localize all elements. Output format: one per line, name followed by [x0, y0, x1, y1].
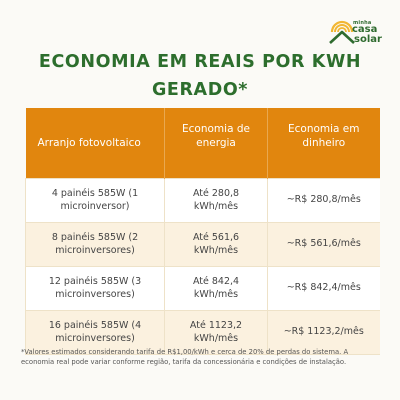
- cell-arrangement: 4 painéis 585W (1 microinversor): [25, 178, 165, 223]
- sun-house-icon: [329, 20, 355, 44]
- logo-text-solar: solar: [354, 34, 382, 45]
- cell-energy: Até 280,8 kWh/mês: [164, 178, 268, 223]
- cell-money: ~R$ 561,6/mês: [267, 222, 380, 267]
- table-header-row: Arranjo fotovoltaico Economia de energia…: [25, 108, 380, 179]
- page-title: ECONOMIA EM REAIS POR KWH GERADO*: [30, 48, 370, 104]
- table-row: 8 painéis 585W (2 microinversores) Até 5…: [25, 222, 380, 267]
- title-line-2: GERADO*: [151, 80, 249, 100]
- cell-energy: Até 1123,2 kWh/mês: [164, 310, 268, 355]
- cell-money: ~R$ 842,4/mês: [267, 266, 380, 311]
- title-line-1: ECONOMIA EM REAIS POR KWH: [38, 52, 362, 72]
- logo-text-casa: casa: [352, 24, 378, 35]
- header-arrangement: Arranjo fotovoltaico: [25, 108, 165, 179]
- savings-table: Arranjo fotovoltaico Economia de energia…: [25, 108, 380, 355]
- footnote: *Valores estimados considerando tarifa d…: [21, 348, 349, 366]
- table-row: 12 painéis 585W (3 microinversores) Até …: [25, 266, 380, 311]
- brand-logo: minha casa solar: [329, 18, 389, 48]
- table-row: 4 painéis 585W (1 microinversor) Até 280…: [25, 178, 380, 223]
- header-money-savings: Economia em dinheiro: [267, 108, 380, 179]
- cell-arrangement: 12 painéis 585W (3 microinversores): [25, 266, 165, 311]
- cell-arrangement: 8 painéis 585W (2 microinversores): [25, 222, 165, 267]
- header-energy-savings: Economia de energia: [164, 108, 268, 179]
- cell-money: ~R$ 1123,2/mês: [267, 310, 380, 355]
- cell-energy: Até 842,4 kWh/mês: [164, 266, 268, 311]
- cell-money: ~R$ 280,8/mês: [267, 178, 380, 223]
- cell-energy: Até 561,6 kWh/mês: [164, 222, 268, 267]
- table-row: 16 painéis 585W (4 microinversores) Até …: [25, 310, 380, 355]
- logo-text-minha: minha: [353, 20, 372, 26]
- cell-arrangement: 16 painéis 585W (4 microinversores): [25, 310, 165, 355]
